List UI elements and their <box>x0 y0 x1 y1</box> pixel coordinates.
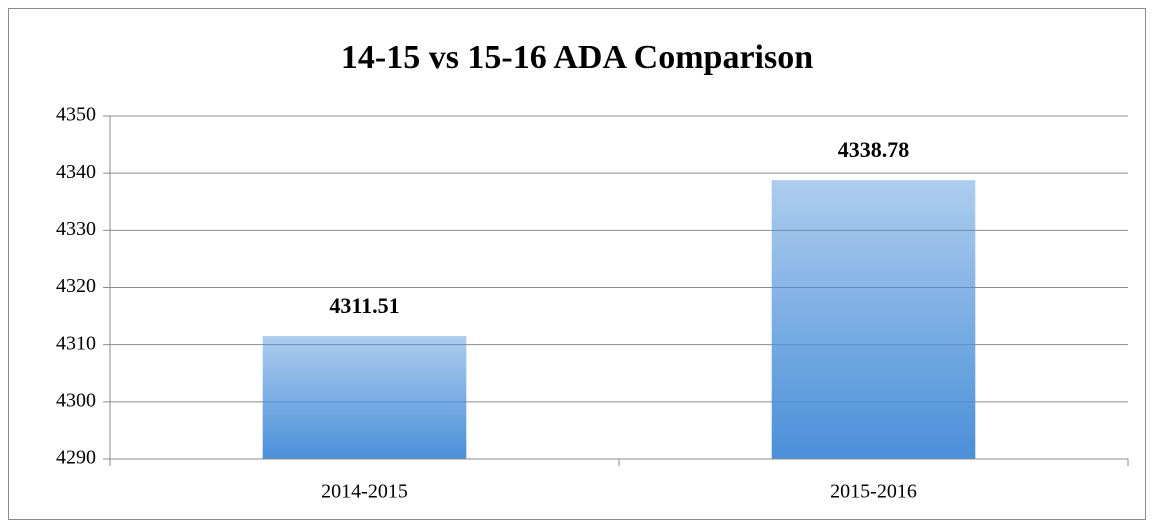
bar <box>262 336 467 459</box>
y-tick-label: 4340 <box>56 161 96 183</box>
y-tick-label: 4350 <box>56 104 96 126</box>
y-tick-label: 4290 <box>56 447 96 469</box>
y-tick-label: 4310 <box>56 332 96 354</box>
chart-title: 14-15 vs 15-16 ADA Comparison <box>341 39 813 76</box>
y-tick-label: 4320 <box>56 275 96 297</box>
data-label: 4311.51 <box>329 293 399 318</box>
y-tick-label: 4300 <box>56 389 96 411</box>
x-tick-label: 2014-2015 <box>321 481 408 503</box>
data-label: 4338.78 <box>838 137 910 162</box>
bar <box>771 180 976 460</box>
x-tick-label: 2015-2016 <box>830 481 917 503</box>
y-tick-label: 4330 <box>56 218 96 240</box>
